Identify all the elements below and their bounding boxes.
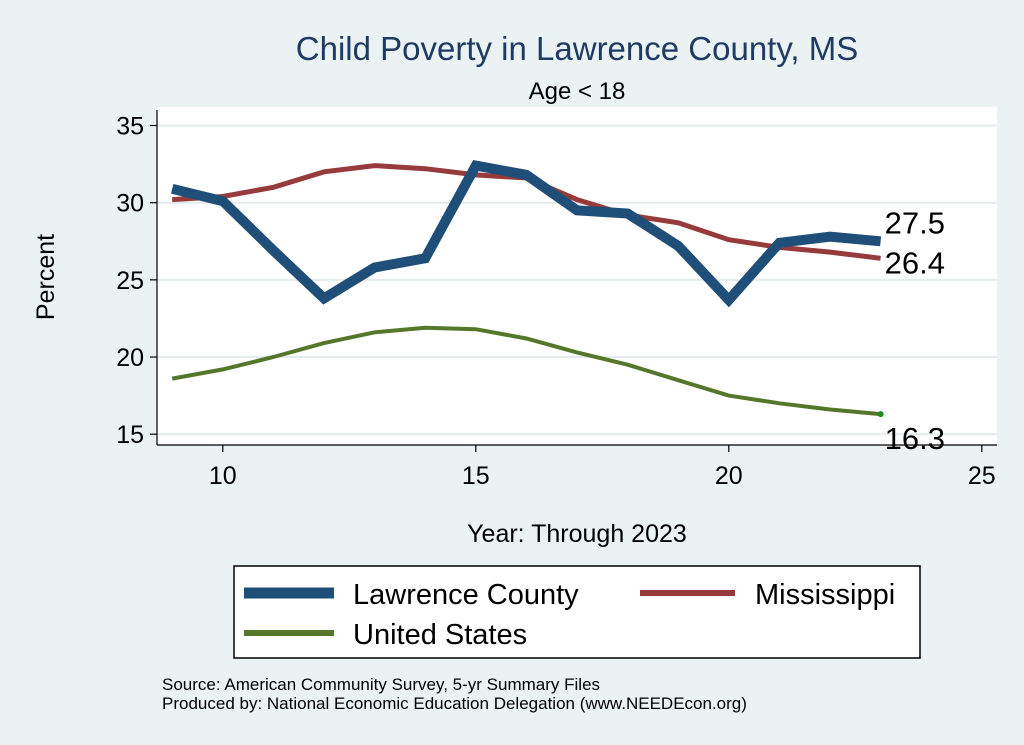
legend-label-mississippi: Mississippi xyxy=(755,579,895,611)
x-tick-label-15: 15 xyxy=(462,462,490,490)
end-label-united-states: 16.3 xyxy=(885,421,945,456)
x-tick-label-25: 25 xyxy=(968,462,996,490)
end-label-mississippi: 26.4 xyxy=(885,245,945,280)
legend-label-lawrence-county: Lawrence County xyxy=(353,579,579,611)
y-tick-label-30: 30 xyxy=(116,190,144,218)
x-tick-label-10: 10 xyxy=(209,462,237,490)
y-tick-label-35: 35 xyxy=(116,113,144,141)
series-lines xyxy=(171,160,884,418)
legend: Lawrence County Mississippi United State… xyxy=(233,565,921,659)
gridlines xyxy=(157,124,997,436)
series-line-lawrence-county xyxy=(171,160,882,308)
y-axis-title: Percent xyxy=(32,234,60,320)
end-labels: 27.5 26.4 16.3 xyxy=(885,205,945,456)
x-axis-title: Year: Through 2023 xyxy=(467,520,687,548)
legend-box xyxy=(233,565,921,659)
legend-label-united-states: United States xyxy=(353,619,527,651)
y-tick-label-25: 25 xyxy=(116,267,144,295)
y-tick-label-15: 15 xyxy=(116,421,144,449)
series-line-united-states xyxy=(171,325,881,417)
source-note: Source: American Community Survey, 5-yr … xyxy=(162,675,600,694)
chart-subtitle: Age < 18 xyxy=(529,78,626,105)
chart-title: Child Poverty in Lawrence County, MS xyxy=(296,30,858,67)
plot-area xyxy=(157,107,997,445)
end-label-lawrence-county: 27.5 xyxy=(885,205,945,240)
produced-by-note: Produced by: National Economic Education… xyxy=(162,694,747,713)
axes: 15 20 25 30 35 10 15 20 25 xyxy=(116,110,997,490)
y-tick-label-20: 20 xyxy=(116,344,144,372)
end-point-united-states xyxy=(877,411,884,418)
x-tick-label-20: 20 xyxy=(715,462,743,490)
